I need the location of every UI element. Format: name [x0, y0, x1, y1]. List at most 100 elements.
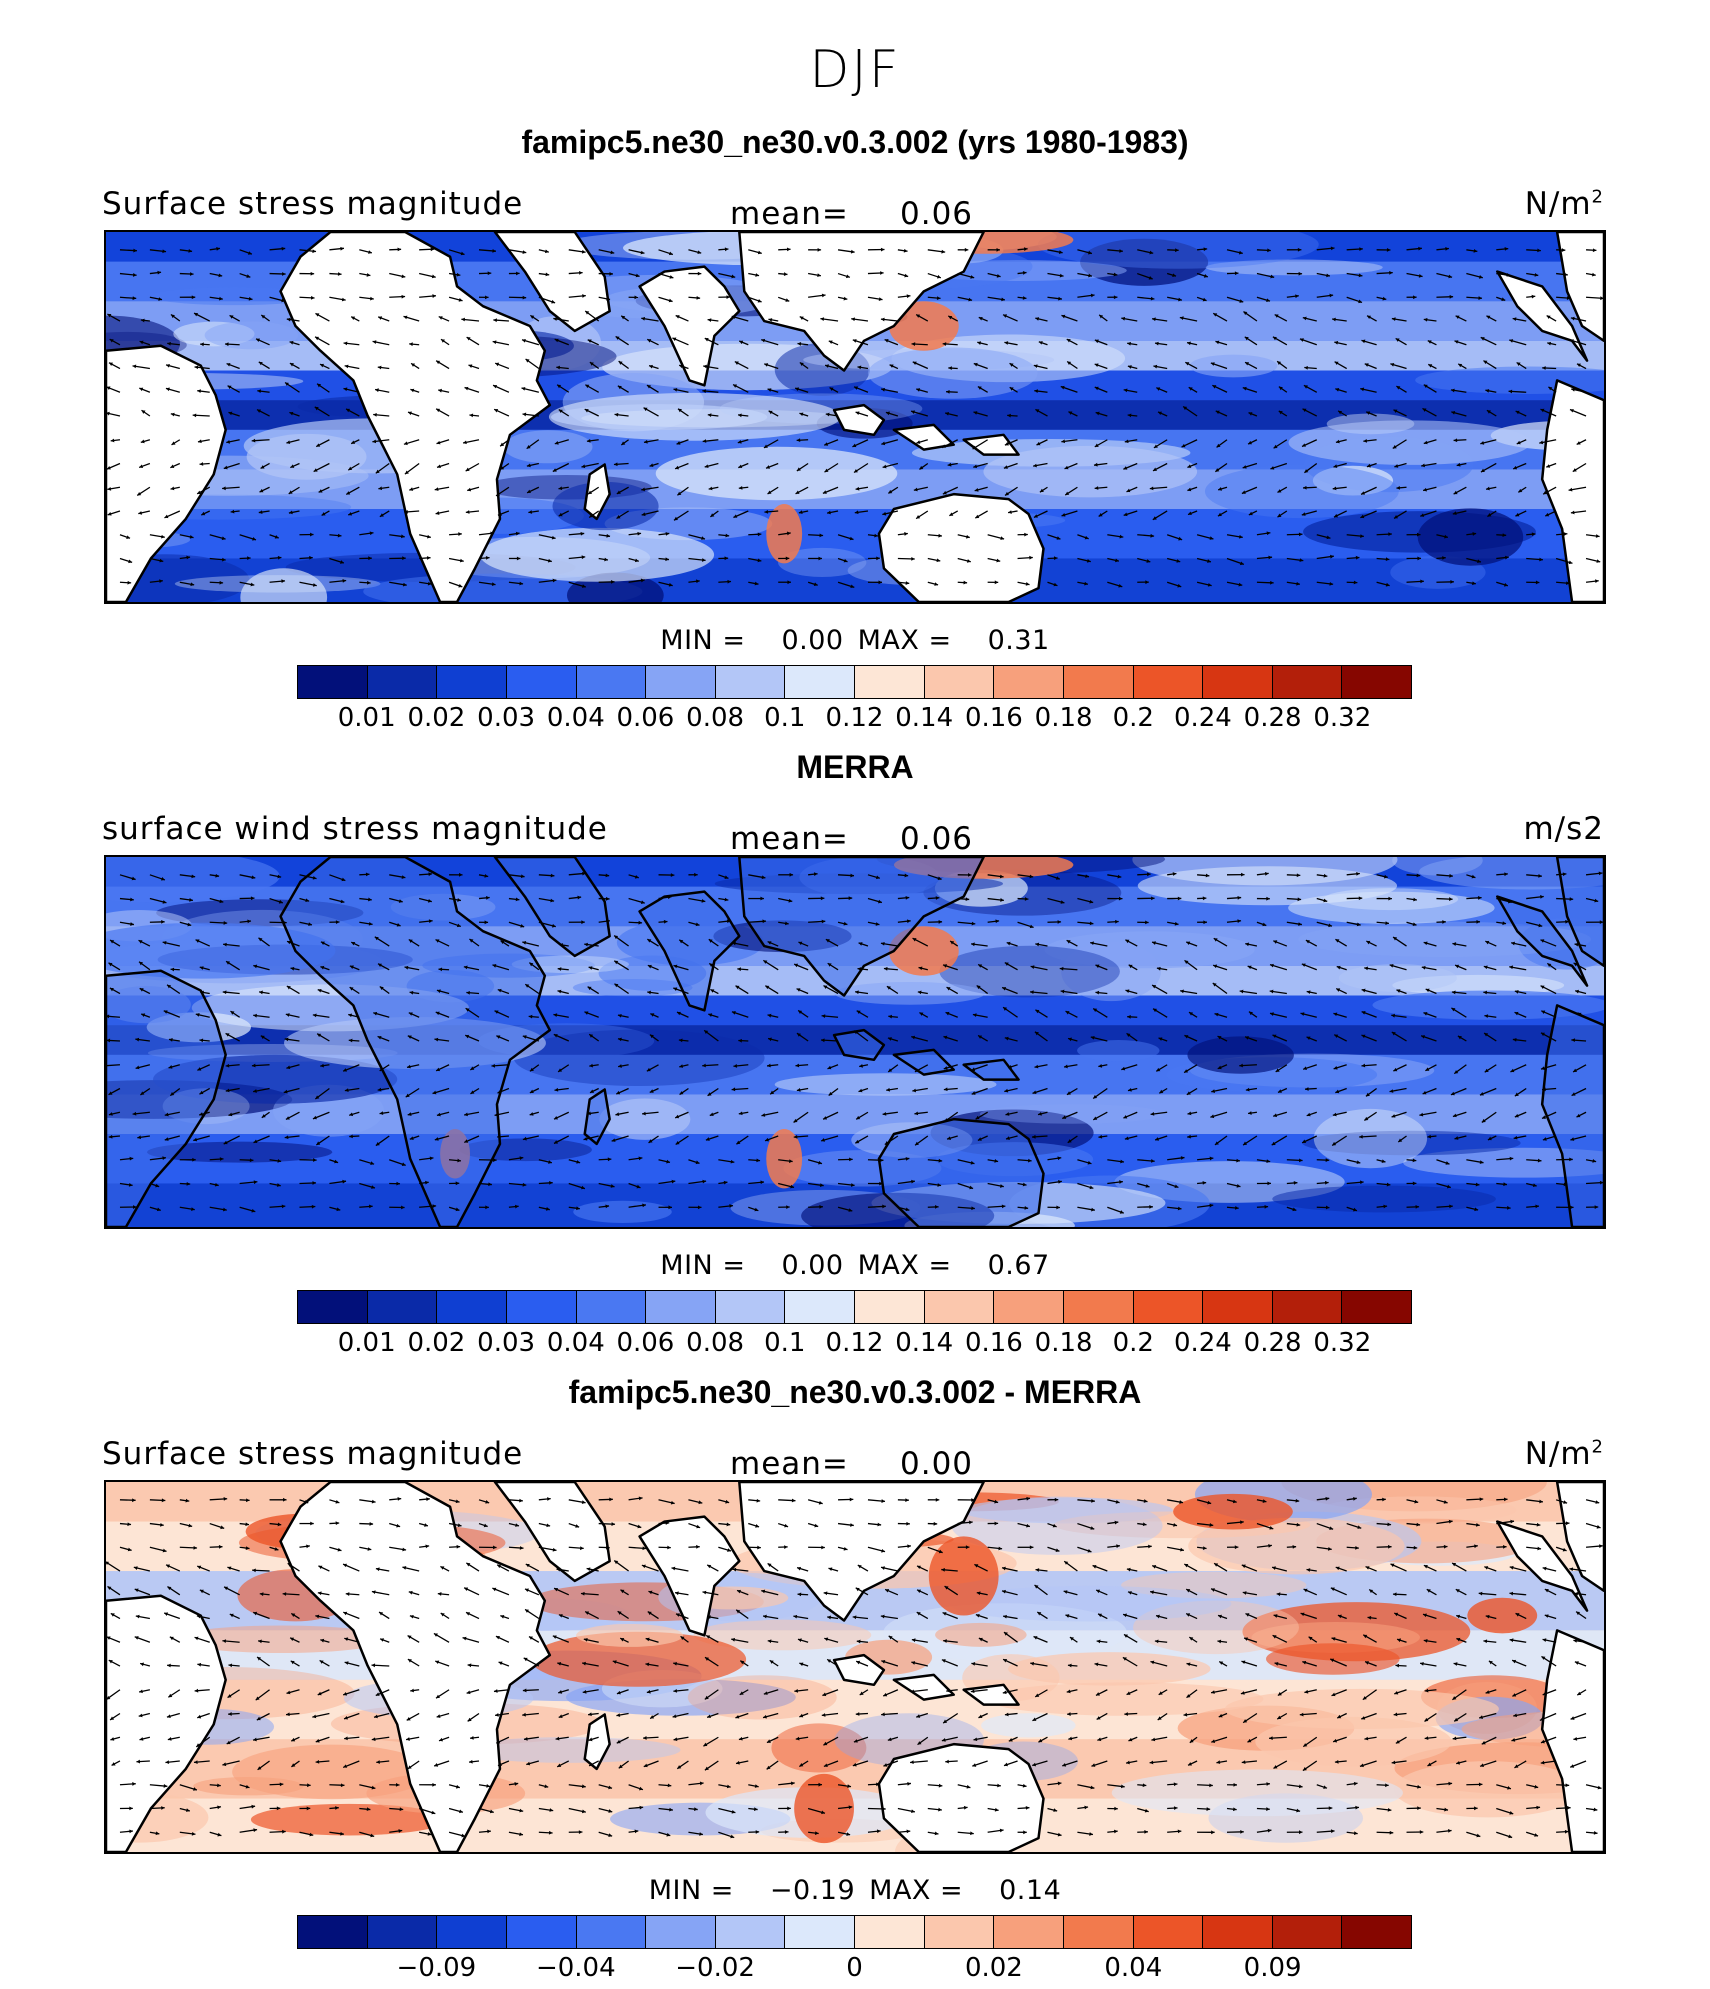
- vector-head: [1179, 1500, 1184, 1504]
- vector-head: [943, 1035, 948, 1040]
- vector-head: [1444, 534, 1448, 539]
- vector-head: [428, 919, 433, 923]
- vector-head: [1063, 1590, 1068, 1594]
- vector-head: [694, 1807, 698, 1812]
- vector-head: [1537, 1546, 1542, 1551]
- vector-head: [1480, 1763, 1485, 1768]
- vector-head: [1332, 1141, 1337, 1146]
- vector-head: [380, 1638, 385, 1642]
- vector-head: [336, 1207, 341, 1212]
- vector-head: [766, 1739, 771, 1743]
- vector-head: [1483, 965, 1488, 970]
- vector-head: [768, 1037, 772, 1042]
- vector-head: [485, 895, 490, 900]
- vector-head: [459, 1809, 463, 1814]
- vector-head: [379, 1067, 384, 1071]
- vector-head: [610, 250, 615, 255]
- vector-head: [341, 297, 346, 302]
- vector-head: [1215, 340, 1220, 345]
- vector-head: [1180, 1547, 1184, 1552]
- vector-head: [1546, 464, 1551, 468]
- vector-head: [1515, 410, 1520, 415]
- vector-head: [1236, 1183, 1241, 1188]
- vector-head: [917, 1565, 921, 1570]
- vector-head: [286, 1065, 291, 1070]
- vector-head: [225, 1088, 230, 1093]
- vector-head: [463, 965, 468, 970]
- vector-head: [978, 316, 983, 321]
- vector-head: [132, 364, 137, 369]
- vector-head: [859, 1063, 863, 1068]
- vector-head: [432, 1090, 437, 1095]
- vector-head: [335, 1500, 340, 1504]
- vector-head: [858, 942, 863, 946]
- vector-head: [1178, 297, 1182, 302]
- vector-head: [1121, 316, 1126, 321]
- colorbar-swatch: [506, 666, 577, 698]
- vector-head: [529, 962, 534, 967]
- colorbar-swatch: [994, 666, 1064, 698]
- vector-head: [106, 1038, 111, 1043]
- vector-head: [784, 1523, 789, 1528]
- vector-head: [197, 1714, 202, 1719]
- vector-head: [879, 1158, 884, 1163]
- vector-head: [673, 1737, 678, 1742]
- vector-head: [140, 1662, 144, 1667]
- colorbar-swatch: [576, 666, 647, 698]
- vector-head: [1005, 1136, 1010, 1140]
- vector-head: [883, 1763, 888, 1767]
- coastline: [877, 492, 1045, 602]
- vector-head: [1003, 465, 1008, 469]
- vector-head: [1366, 940, 1371, 945]
- vector-head: [1386, 248, 1391, 252]
- field-blob: [599, 1098, 691, 1140]
- vector-head: [1126, 1691, 1131, 1695]
- vector-head: [1266, 298, 1270, 302]
- vector-head: [974, 488, 979, 492]
- vector-head: [1452, 1696, 1457, 1700]
- vector-head: [1234, 271, 1239, 276]
- vector-head: [1232, 1807, 1237, 1812]
- vector-head: [396, 1181, 401, 1186]
- coastline: [1555, 857, 1604, 968]
- vector-head: [1457, 1035, 1462, 1040]
- vector-head: [1242, 1591, 1247, 1595]
- vector-head: [1391, 1013, 1395, 1018]
- vector-head: [1126, 488, 1131, 493]
- vector-head: [1565, 1521, 1570, 1526]
- vector-head: [582, 294, 586, 298]
- mean-label: mean=: [730, 821, 849, 857]
- vector-head: [999, 874, 1004, 879]
- vector-head: [497, 1762, 502, 1767]
- vector-head: [853, 1739, 858, 1743]
- vector-head: [843, 296, 848, 301]
- vector-head: [193, 1546, 198, 1550]
- vector-head: [1147, 872, 1151, 877]
- vector-head: [875, 922, 880, 926]
- vector-head: [1413, 897, 1417, 902]
- vector-head: [1234, 1545, 1239, 1550]
- vector-head: [526, 463, 531, 468]
- vector-head: [1412, 1158, 1417, 1163]
- vector-head: [515, 531, 520, 536]
- vector-head: [1428, 364, 1433, 368]
- vector-head: [130, 897, 134, 902]
- vector-head: [787, 1806, 791, 1811]
- vector-head: [732, 941, 736, 946]
- vector-head: [469, 413, 474, 418]
- vector-head: [1574, 1661, 1579, 1665]
- vector-head: [1304, 469, 1309, 473]
- vector-head: [1124, 1712, 1128, 1716]
- vector-head: [724, 875, 729, 879]
- vector-head: [107, 511, 112, 516]
- field-blob: [1008, 1652, 1211, 1686]
- vector-head: [1270, 466, 1275, 470]
- vector-head: [197, 439, 202, 444]
- vector-head: [135, 1037, 140, 1042]
- vector-head: [822, 490, 827, 494]
- vector-head: [1445, 1161, 1450, 1165]
- vector-head: [551, 535, 556, 540]
- vector-head: [1296, 1522, 1301, 1527]
- vector-head: [1392, 1592, 1397, 1597]
- vector-head: [1239, 561, 1244, 566]
